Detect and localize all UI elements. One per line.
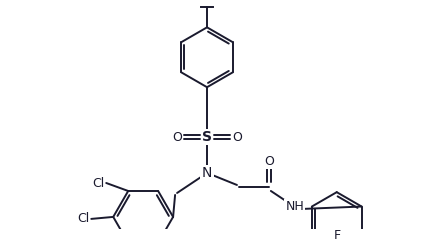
Text: NH: NH xyxy=(286,200,304,213)
Text: S: S xyxy=(202,130,212,144)
Text: Cl: Cl xyxy=(77,212,89,225)
Text: O: O xyxy=(172,131,182,144)
Text: O: O xyxy=(264,155,274,167)
Text: N: N xyxy=(202,166,212,180)
Text: F: F xyxy=(334,229,341,242)
Text: Cl: Cl xyxy=(92,176,104,189)
Text: O: O xyxy=(232,131,242,144)
